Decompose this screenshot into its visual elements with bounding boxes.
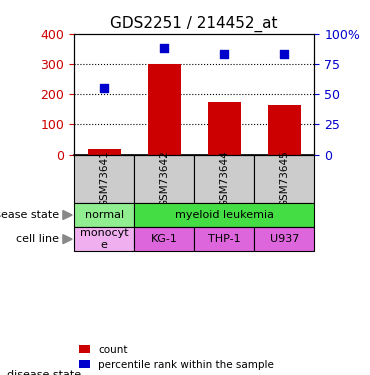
Text: monocyt
e: monocyt e (80, 228, 128, 250)
Bar (208, 102, 241, 154)
Text: GSM73645: GSM73645 (279, 150, 289, 207)
Text: cell line: cell line (16, 234, 59, 244)
Text: GSM73644: GSM73644 (219, 150, 229, 207)
Point (101, 85, 107, 91)
Text: GSM73641: GSM73641 (99, 150, 109, 207)
Point (161, 45, 167, 51)
Bar (148, 64, 181, 154)
Text: GSM73642: GSM73642 (159, 150, 169, 207)
Text: KG-1: KG-1 (151, 234, 178, 244)
Text: disease state: disease state (0, 210, 59, 220)
Bar (134, 203, 314, 227)
Bar (74, 227, 134, 251)
Text: disease state: disease state (7, 370, 81, 375)
Text: THP-1: THP-1 (208, 234, 240, 244)
Bar (194, 154, 254, 203)
Bar (268, 105, 301, 154)
Bar (88, 148, 121, 154)
Bar (134, 227, 194, 251)
Bar (74, 154, 134, 203)
Point (282, 51, 287, 57)
Point (221, 51, 227, 57)
Bar (194, 227, 254, 251)
Bar (134, 154, 194, 203)
Bar (74, 203, 134, 227)
Text: normal: normal (84, 210, 124, 220)
Bar (255, 154, 314, 203)
Text: U937: U937 (270, 234, 299, 244)
Title: GDS2251 / 214452_at: GDS2251 / 214452_at (111, 16, 278, 32)
Text: myeloid leukemia: myeloid leukemia (175, 210, 274, 220)
Legend: count, percentile rank within the sample: count, percentile rank within the sample (79, 345, 274, 370)
Bar (255, 227, 314, 251)
